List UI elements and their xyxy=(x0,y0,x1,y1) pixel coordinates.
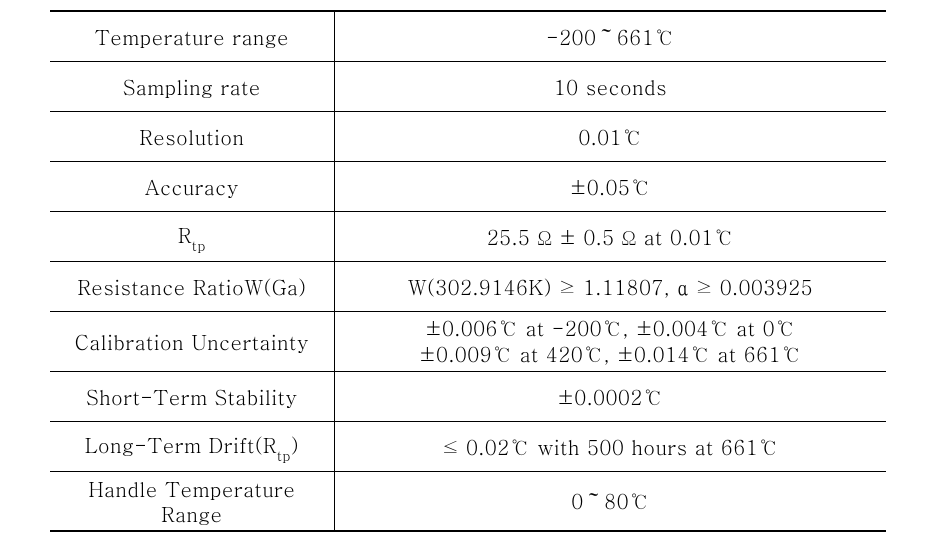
spec-label: Rtp xyxy=(50,211,334,261)
spec-label: Short-Term Stability xyxy=(50,371,334,421)
spec-label: Resistance RatioW(Ga) xyxy=(50,261,334,311)
spec-label: Long-Term Drift(Rtp) xyxy=(50,421,334,471)
spec-value: 0.01℃ xyxy=(334,111,886,161)
table-row: Calibration Uncertainty±0.006℃ at -200℃,… xyxy=(50,311,886,371)
spec-label: Handle TemperatureRange xyxy=(50,471,334,531)
spec-value: ≤ 0.02℃ with 500 hours at 661℃ xyxy=(334,421,886,471)
spec-label: Calibration Uncertainty xyxy=(50,311,334,371)
spec-value: ±0.05℃ xyxy=(334,161,886,211)
table-row: Short-Term Stability±0.0002℃ xyxy=(50,371,886,421)
table-row: Resistance RatioW(Ga)W(302.9146K) ≥ 1.11… xyxy=(50,261,886,311)
spec-label: Accuracy xyxy=(50,161,334,211)
spec-value: 25.5 Ω ± 0.5 Ω at 0.01℃ xyxy=(334,211,886,261)
spec-table: Temperature range-200～661℃Sampling rate1… xyxy=(50,10,886,532)
table-row: Accuracy±0.05℃ xyxy=(50,161,886,211)
table-row: Long-Term Drift(Rtp)≤ 0.02℃ with 500 hou… xyxy=(50,421,886,471)
spec-label: Sampling rate xyxy=(50,61,334,111)
spec-value: 10 seconds xyxy=(334,61,886,111)
spec-label: Temperature range xyxy=(50,11,334,61)
spec-value: -200～661℃ xyxy=(334,11,886,61)
spec-value: W(302.9146K) ≥ 1.11807, α ≥ 0.003925 xyxy=(334,261,886,311)
table-row: Resolution0.01℃ xyxy=(50,111,886,161)
spec-value: ±0.006℃ at -200℃, ±0.004℃ at 0℃±0.009℃ a… xyxy=(334,311,886,371)
table-row: Sampling rate10 seconds xyxy=(50,61,886,111)
spec-table-container: Temperature range-200～661℃Sampling rate1… xyxy=(0,0,946,552)
spec-value: 0～80℃ xyxy=(334,471,886,531)
table-row: Handle TemperatureRange0～80℃ xyxy=(50,471,886,531)
table-row: Rtp25.5 Ω ± 0.5 Ω at 0.01℃ xyxy=(50,211,886,261)
table-row: Temperature range-200～661℃ xyxy=(50,11,886,61)
spec-value: ±0.0002℃ xyxy=(334,371,886,421)
spec-label: Resolution xyxy=(50,111,334,161)
spec-table-body: Temperature range-200～661℃Sampling rate1… xyxy=(50,11,886,531)
